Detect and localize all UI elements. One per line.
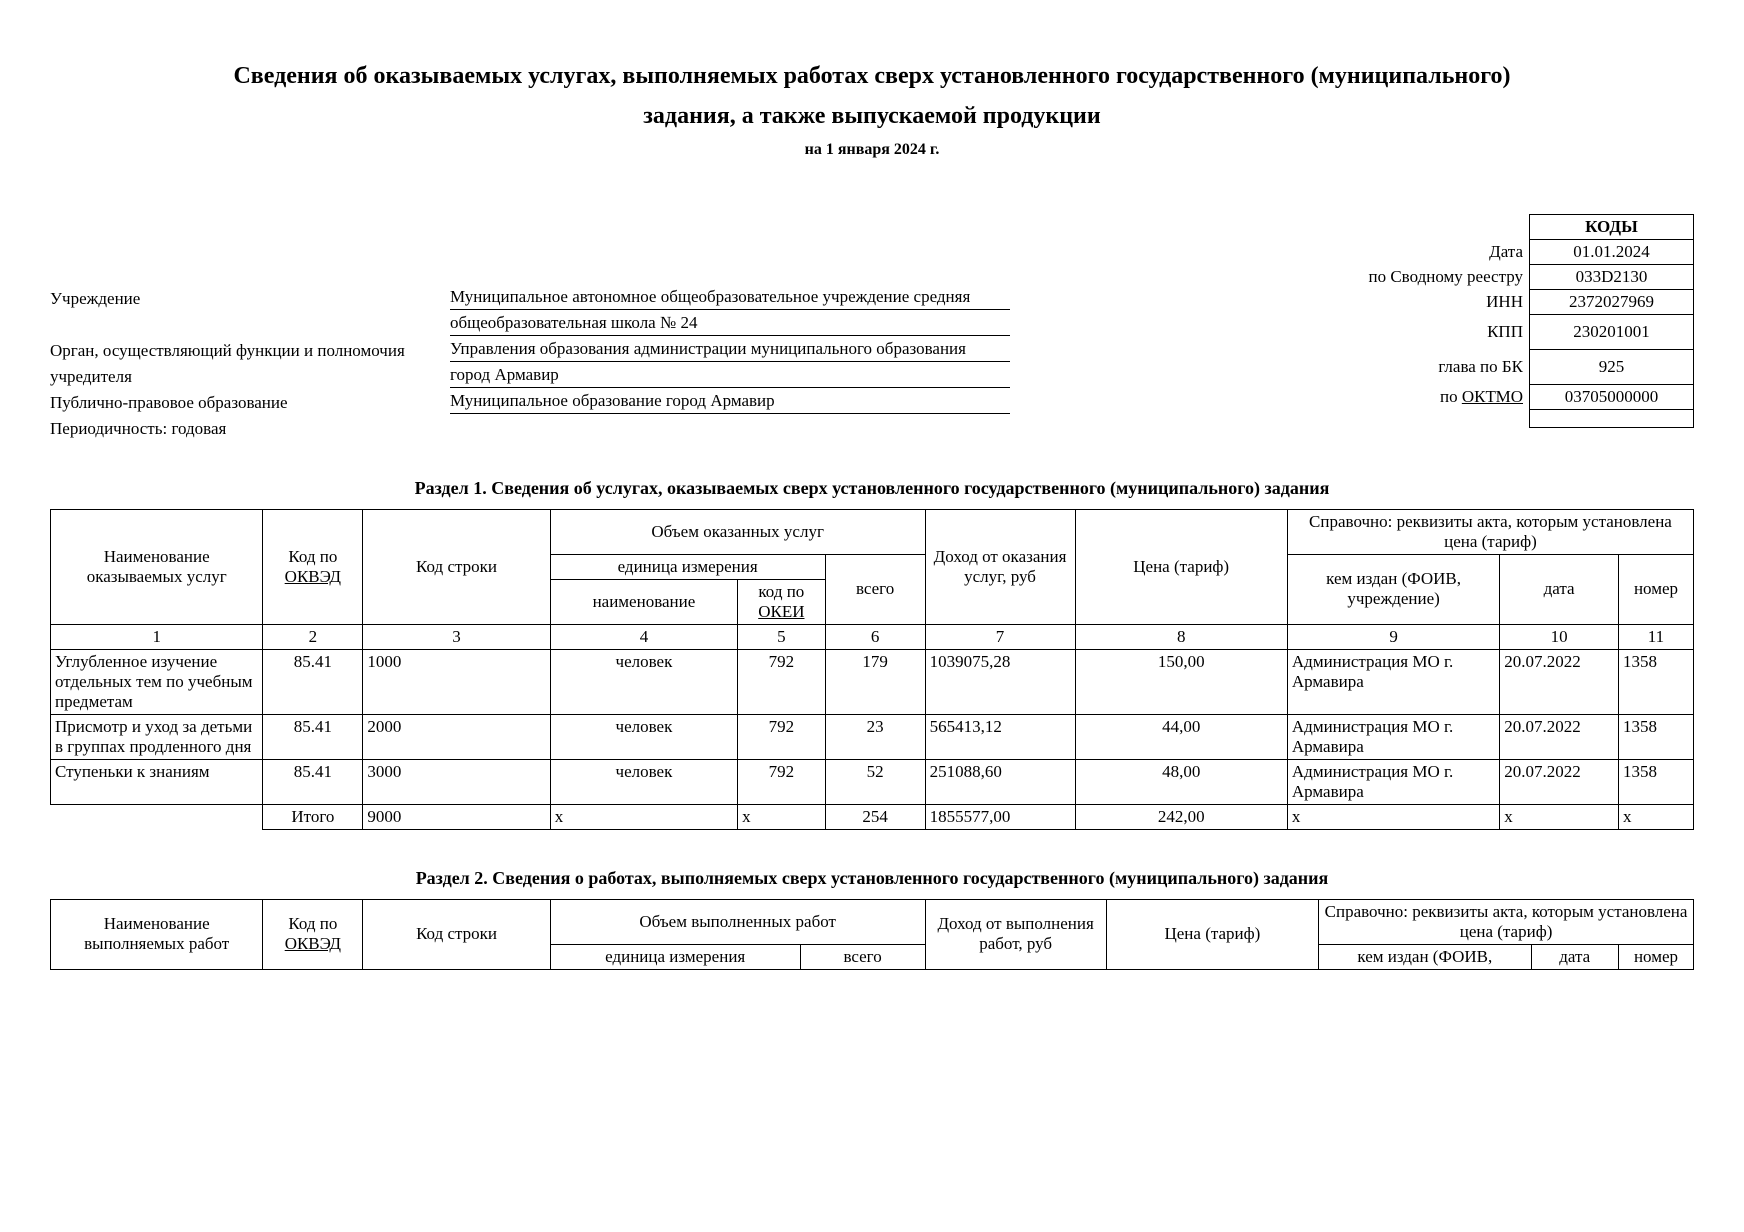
code-label-4: глава по БК [1354,350,1529,385]
periodicity: Периодичность: годовая [50,416,226,440]
institution-value-1: Муниципальное автономное общеобразовател… [450,286,1010,310]
t1-h-c1: Наименование оказываемых услуг [51,509,263,624]
founder-label-2: учредителя [50,364,450,388]
code-value-2: 2372027969 [1529,290,1694,315]
doc-title-line1: Сведения об оказываемых услугах, выполня… [50,60,1694,92]
t2-h-c91011: Справочно: реквизиты акта, которым устан… [1319,899,1694,944]
t1-h-c7: Доход от оказания услуг, руб [925,509,1075,624]
institution-label: Учреждение [50,286,450,310]
code-label-0: Дата [1354,240,1529,265]
t1-h-c5: код по ОКЕИ [738,579,825,624]
t2-h-c8: Цена (тариф) [1106,899,1318,969]
code-value-3: 230201001 [1529,315,1694,350]
founder-label-1: Орган, осуществляющий функции и полномоч… [50,338,450,362]
t2-h-c9: кем издан (ФОИВ, [1319,944,1531,969]
table-total-row: Итого9000xx2541855577,00242,00xxx [51,804,1694,829]
t2-h-c7: Доход от выполнения работ, руб [925,899,1106,969]
codes-block: КОДЫ Дата 01.01.2024 по Сводному реестру… [1354,214,1694,440]
code-label-5: по ОКТМО [1354,385,1529,410]
header-block: Учреждение Муниципальное автономное обще… [50,214,1694,440]
t2-h-c11: номер [1618,944,1693,969]
t1-h-c8: Цена (тариф) [1075,509,1287,624]
table-row: Присмотр и уход за детьми в группах прод… [51,714,1694,759]
table-section2: Наименование выполняемых работ Код по ОК… [50,899,1694,970]
ppo-value: Муниципальное образование город Армавир [450,390,1010,414]
t1-h-c6: всего [825,554,925,624]
t1-h-c4: наименование [550,579,737,624]
t1-h-c91011: Справочно: реквизиты акта, которым устан… [1287,509,1693,554]
code-label-3: КПП [1354,315,1529,350]
t2-h-c456: Объем выполненных работ [550,899,925,944]
code-value-1: 033D2130 [1529,265,1694,290]
header-left: Учреждение Муниципальное автономное обще… [50,214,1354,440]
t1-num-row: 1 2 3 4 5 6 7 8 9 10 11 [51,624,1694,649]
t2-h-c10: дата [1531,944,1618,969]
founder-value-2: город Армавир [450,364,1010,388]
code-value-4: 925 [1529,350,1694,385]
section2-title: Раздел 2. Сведения о работах, выполняемы… [50,868,1694,889]
t2-h-c1: Наименование выполняемых работ [51,899,263,969]
institution-value-2: общеобразовательная школа № 24 [450,312,1010,336]
table-row: Ступеньки к знаниям85.413000человек79252… [51,759,1694,804]
t2-h-c3: Код строки [363,899,550,969]
table-section1: Наименование оказываемых услуг Код по ОК… [50,509,1694,830]
codes-header: КОДЫ [1529,214,1694,240]
section1-title: Раздел 1. Сведения об услугах, оказываем… [50,478,1694,499]
code-value-0: 01.01.2024 [1529,240,1694,265]
code-value-6 [1529,410,1694,428]
as-of-date: на 1 января 2024 г. [50,141,1694,159]
code-label-2: ИНН [1354,290,1529,315]
t1-h-c45: единица измерения [550,554,825,579]
t2-h-c6: всего [800,944,925,969]
doc-title-line2: задания, а также выпускаемой продукции [50,100,1694,132]
table-row: Углубленное изучение отдельных тем по уч… [51,649,1694,714]
t1-h-c3: Код строки [363,509,550,624]
code-label-1: по Сводному реестру [1354,265,1529,290]
t2-h-c45: единица измерения [550,944,800,969]
founder-value-1: Управления образования администрации мун… [450,338,1010,362]
t1-h-c11: номер [1618,554,1693,624]
t1-h-c2: Код по ОКВЭД [263,509,363,624]
code-value-5: 03705000000 [1529,385,1694,410]
t1-h-c10: дата [1500,554,1619,624]
t2-h-c2: Код по ОКВЭД [263,899,363,969]
t1-h-c9: кем издан (ФОИВ, учреждение) [1287,554,1499,624]
ppo-label: Публично-правовое образование [50,390,450,414]
t1-h-c456: Объем оказанных услуг [550,509,925,554]
